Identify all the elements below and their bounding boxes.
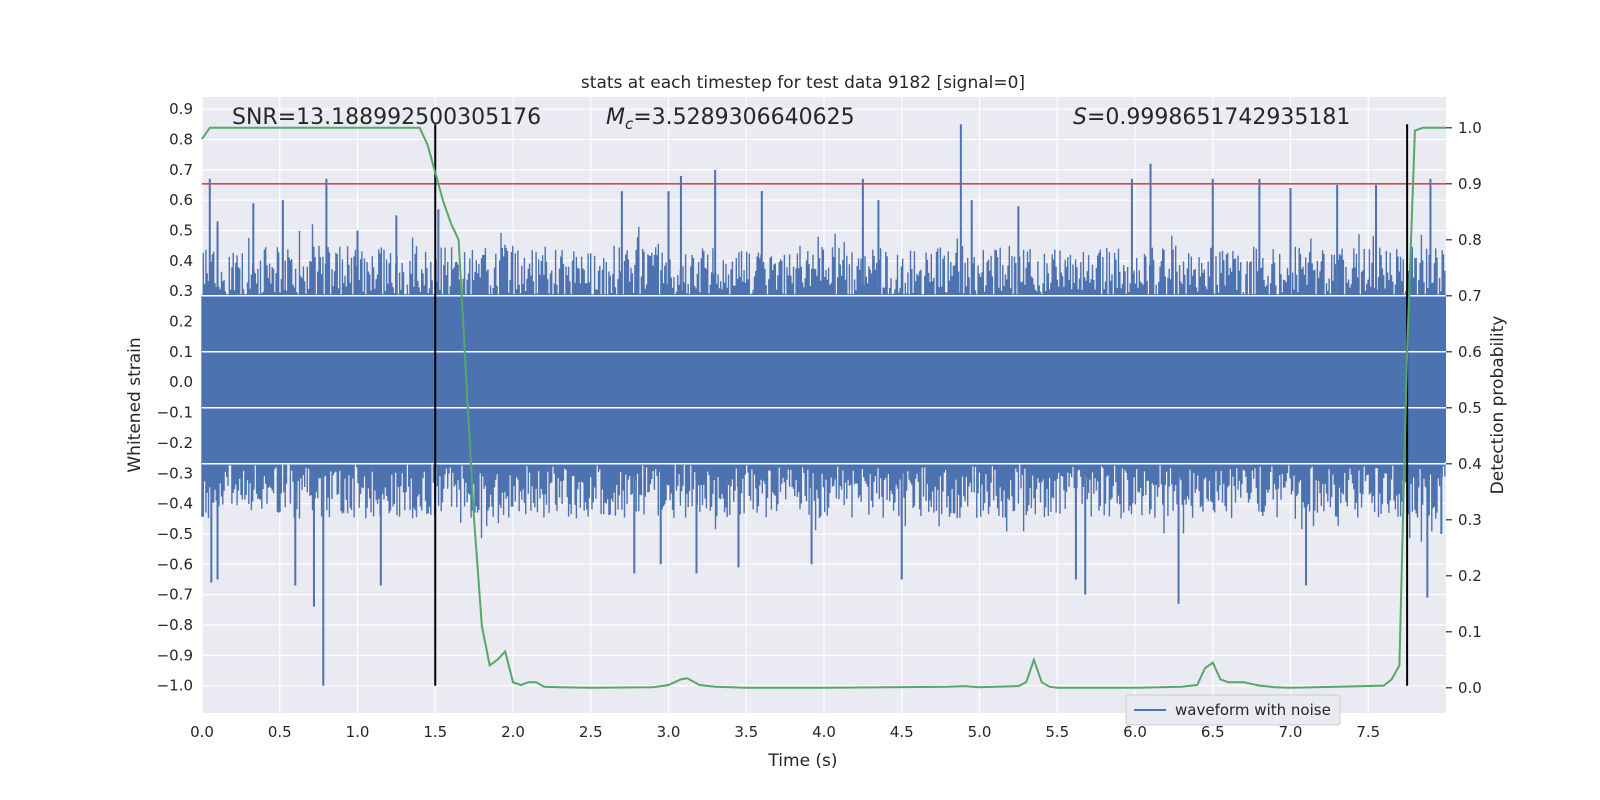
y-tick-label: −0.8 xyxy=(157,616,193,634)
y-tick-label: −0.1 xyxy=(157,404,193,422)
right-y-tick-label: 0.9 xyxy=(1458,175,1482,193)
x-axis-label: Time (s) xyxy=(767,751,837,771)
right-y-tick-label: 0.3 xyxy=(1458,511,1482,529)
x-tick-label: 1.0 xyxy=(346,723,370,741)
chart-title: stats at each timestep for test data 918… xyxy=(581,73,1025,93)
right-y-tick-label: 1.0 xyxy=(1458,119,1482,137)
mc-annotation: Mc=3.5289306640625 xyxy=(606,105,855,133)
x-tick-label: 5.5 xyxy=(1045,723,1069,741)
y-tick-label: 0.0 xyxy=(169,373,193,391)
y-tick-label: 0.8 xyxy=(169,130,193,148)
legend: waveform with noise xyxy=(1125,694,1341,726)
probability-line xyxy=(201,126,1446,689)
y-tick-label: −0.2 xyxy=(157,434,193,452)
y-tick-label: 0.2 xyxy=(169,313,193,331)
s-symbol: S xyxy=(1073,105,1087,130)
right-y-tick-labels: 1.0 0.9 0.8 0.7 0.6 0.5 0.4 0.3 0.2 0.1 0.0 xyxy=(1446,119,1482,697)
x-tick-label: 3.5 xyxy=(734,723,758,741)
y-tick-label: 0.3 xyxy=(169,282,193,300)
right-y-tick-label: 0.5 xyxy=(1458,399,1482,417)
y-tick-label: 0.1 xyxy=(169,343,193,361)
right-y-tick-label: 0.4 xyxy=(1458,455,1482,473)
y-tick-label: 0.7 xyxy=(169,161,193,179)
x-tick-label: 2.0 xyxy=(501,723,525,741)
y-tick-label: −0.3 xyxy=(157,464,193,482)
y-tick-label: −0.6 xyxy=(157,555,193,573)
snr-annotation: SNR=13.188992500305176 xyxy=(232,105,541,130)
vertical-markers xyxy=(434,124,1409,686)
mc-value: =3.5289306640625 xyxy=(633,105,854,130)
y-axis-label: Whitened strain xyxy=(125,337,145,472)
legend-entry: waveform with noise xyxy=(1175,701,1331,719)
probability-series xyxy=(201,126,1446,689)
mc-symbol: M xyxy=(606,105,625,130)
y-tick-label: −0.5 xyxy=(157,525,193,543)
x-tick-label: 7.5 xyxy=(1356,723,1380,741)
y-tick-label: 0.4 xyxy=(169,252,193,270)
x-tick-label: 4.5 xyxy=(890,723,914,741)
right-y-tick-label: 0.6 xyxy=(1458,343,1482,361)
y-tick-label: 0.9 xyxy=(169,100,193,118)
x-tick-label: 6.0 xyxy=(1123,723,1147,741)
y-tick-labels: 0.9 0.8 0.7 0.6 0.5 0.4 0.3 0.2 0.1 0.0 −0.1 −0.2 −0… xyxy=(157,100,193,695)
x-tick-label: 3.0 xyxy=(657,723,681,741)
y-tick-label: −0.4 xyxy=(157,495,193,513)
right-y-tick-label: 0.2 xyxy=(1458,567,1482,585)
s-value: =0.9998651742935181 xyxy=(1087,105,1350,130)
x-tick-label: 0.5 xyxy=(268,723,292,741)
x-tick-label: 1.5 xyxy=(423,723,447,741)
s-annotation: S=0.9998651742935181 xyxy=(1073,105,1350,130)
waveform-series xyxy=(201,124,1446,686)
x-tick-label: 7.0 xyxy=(1279,723,1303,741)
mc-subscript: c xyxy=(625,115,634,133)
legend-box xyxy=(1125,694,1341,726)
x-tick-label: 6.5 xyxy=(1201,723,1225,741)
y-tick-label: −0.7 xyxy=(157,586,193,604)
right-y-tick-label: 0.0 xyxy=(1458,679,1482,697)
x-tick-label: 2.5 xyxy=(579,723,603,741)
x-tick-label: 0.0 xyxy=(190,723,214,741)
y-tick-label: −0.9 xyxy=(157,646,193,664)
x-tick-labels: 0.0 0.5 1.0 1.5 2.0 2.5 3.0 3.5 4.0 4.5 5.0 5.5 6.0 6… xyxy=(190,723,1380,741)
right-y-tick-label: 0.8 xyxy=(1458,231,1482,249)
x-tick-label: 5.0 xyxy=(968,723,992,741)
y-tick-label: 0.6 xyxy=(169,191,193,209)
y-tick-label: −1.0 xyxy=(157,677,193,695)
right-y-axis-label: Detection probability xyxy=(1488,316,1508,495)
right-y-tick-label: 0.1 xyxy=(1458,623,1482,641)
y-tick-label: 0.5 xyxy=(169,222,193,240)
waveform-core xyxy=(202,294,1446,462)
x-tick-label: 4.0 xyxy=(812,723,836,741)
right-y-tick-label: 0.7 xyxy=(1458,287,1482,305)
